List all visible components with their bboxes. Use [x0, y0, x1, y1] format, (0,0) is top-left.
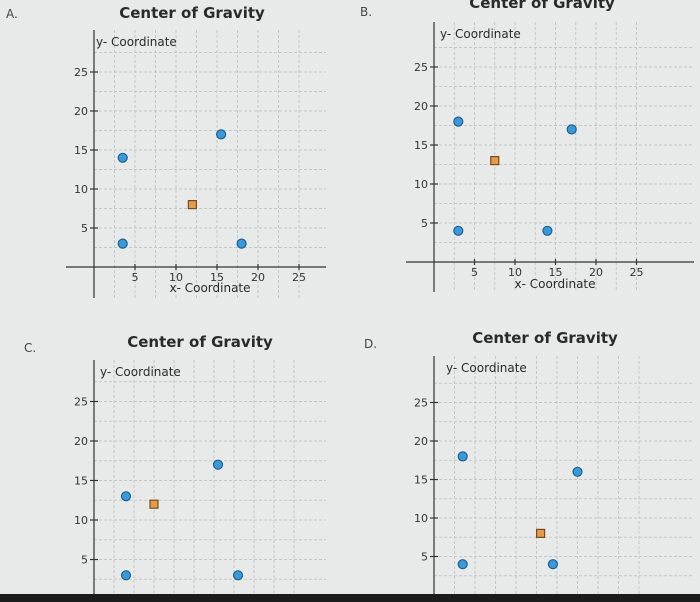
y-tick-label: 10	[414, 178, 428, 191]
center-of-gravity-point	[535, 528, 546, 539]
x-tick-label: 5	[132, 271, 139, 284]
x-axis-label: x- Coordinate	[169, 281, 250, 295]
y-axis-label: y- Coordinate	[446, 361, 527, 375]
y-tick-label: 15	[414, 139, 428, 152]
chart-title: Center of Gravity	[119, 4, 265, 22]
data-point	[547, 559, 559, 570]
y-tick-label: 25	[74, 66, 88, 79]
panel-letter: A.	[6, 7, 18, 21]
data-point	[212, 459, 224, 470]
data-point	[542, 225, 553, 236]
panel-letter: C.	[24, 341, 36, 355]
x-tick-label: 15	[210, 271, 224, 284]
grid	[93, 30, 326, 298]
center-of-gravity-point	[187, 200, 197, 210]
x-axis-label: x- Coordinate	[514, 277, 595, 291]
data-point	[117, 238, 128, 249]
y-tick-label: 5	[421, 551, 428, 564]
chart-title: Center of Gravity	[472, 329, 618, 347]
x-tick-label: 10	[169, 271, 183, 284]
y-axis-label: y- Coordinate	[100, 365, 181, 379]
y-tick-label: 15	[414, 474, 428, 487]
x-tick-label: 15	[549, 266, 563, 279]
x-tick-label: 25	[630, 266, 644, 279]
y-tick-label: 5	[81, 554, 88, 567]
y-tick-label: 20	[74, 105, 88, 118]
chart-title: Center of Gravity	[469, 0, 615, 12]
data-point	[216, 129, 227, 140]
x-tick-label: 10	[508, 266, 522, 279]
y-axis-label: y- Coordinate	[440, 27, 521, 41]
y-tick-label: 25	[414, 397, 428, 410]
grid	[433, 356, 694, 594]
center-of-gravity-point	[149, 499, 159, 509]
data-point	[572, 466, 583, 477]
data-point	[120, 570, 132, 581]
chart-panel-a: A. Center of Gravity y- Coordinate x- Coord…	[6, 4, 326, 298]
y-tick-label: 5	[421, 217, 428, 230]
x-tick-label: 5	[471, 266, 478, 279]
data-point	[457, 451, 468, 462]
data-point	[453, 225, 464, 236]
y-tick-label: 5	[81, 222, 88, 235]
data-point	[457, 559, 468, 570]
grid	[93, 360, 326, 594]
data-point	[120, 491, 132, 502]
y-tick-label: 20	[414, 100, 428, 113]
y-axis-label: y- Coordinate	[96, 35, 177, 49]
y-tick-label: 20	[414, 435, 428, 448]
y-tick-label: 15	[74, 475, 88, 488]
y-tick-label: 10	[74, 514, 88, 527]
panel-letter: B.	[360, 5, 372, 19]
x-tick-label: 20	[251, 271, 265, 284]
x-tick-label: 20	[589, 266, 603, 279]
y-tick-label: 25	[414, 61, 428, 74]
chart-panel-b: B. Center of Gravity y- Coordinate x- Coord…	[360, 0, 694, 292]
y-tick-label: 10	[74, 183, 88, 196]
data-point	[453, 116, 464, 127]
chart-panel-c: C. Center of Gravity y- Coordinate 5 10 15 20 2…	[24, 333, 326, 594]
chart-panel-d: D. Center of Gravity y- Coordinate 5 10 15 20 2…	[364, 329, 694, 594]
y-tick-label: 20	[74, 435, 88, 448]
chart-title: Center of Gravity	[127, 333, 273, 351]
y-tick-label: 10	[414, 512, 428, 525]
data-point	[117, 152, 128, 163]
data-point	[566, 124, 577, 135]
center-of-gravity-point	[490, 156, 500, 166]
data-point	[236, 238, 247, 249]
data-point	[232, 570, 244, 581]
y-tick-label: 15	[74, 144, 88, 157]
x-tick-label: 25	[292, 271, 306, 284]
screen-bezel	[0, 594, 700, 602]
panel-letter: D.	[364, 337, 377, 351]
y-tick-label: 25	[74, 396, 88, 409]
charts-container: A. Center of Gravity y- Coordinate x- Coord…	[6, 0, 694, 594]
